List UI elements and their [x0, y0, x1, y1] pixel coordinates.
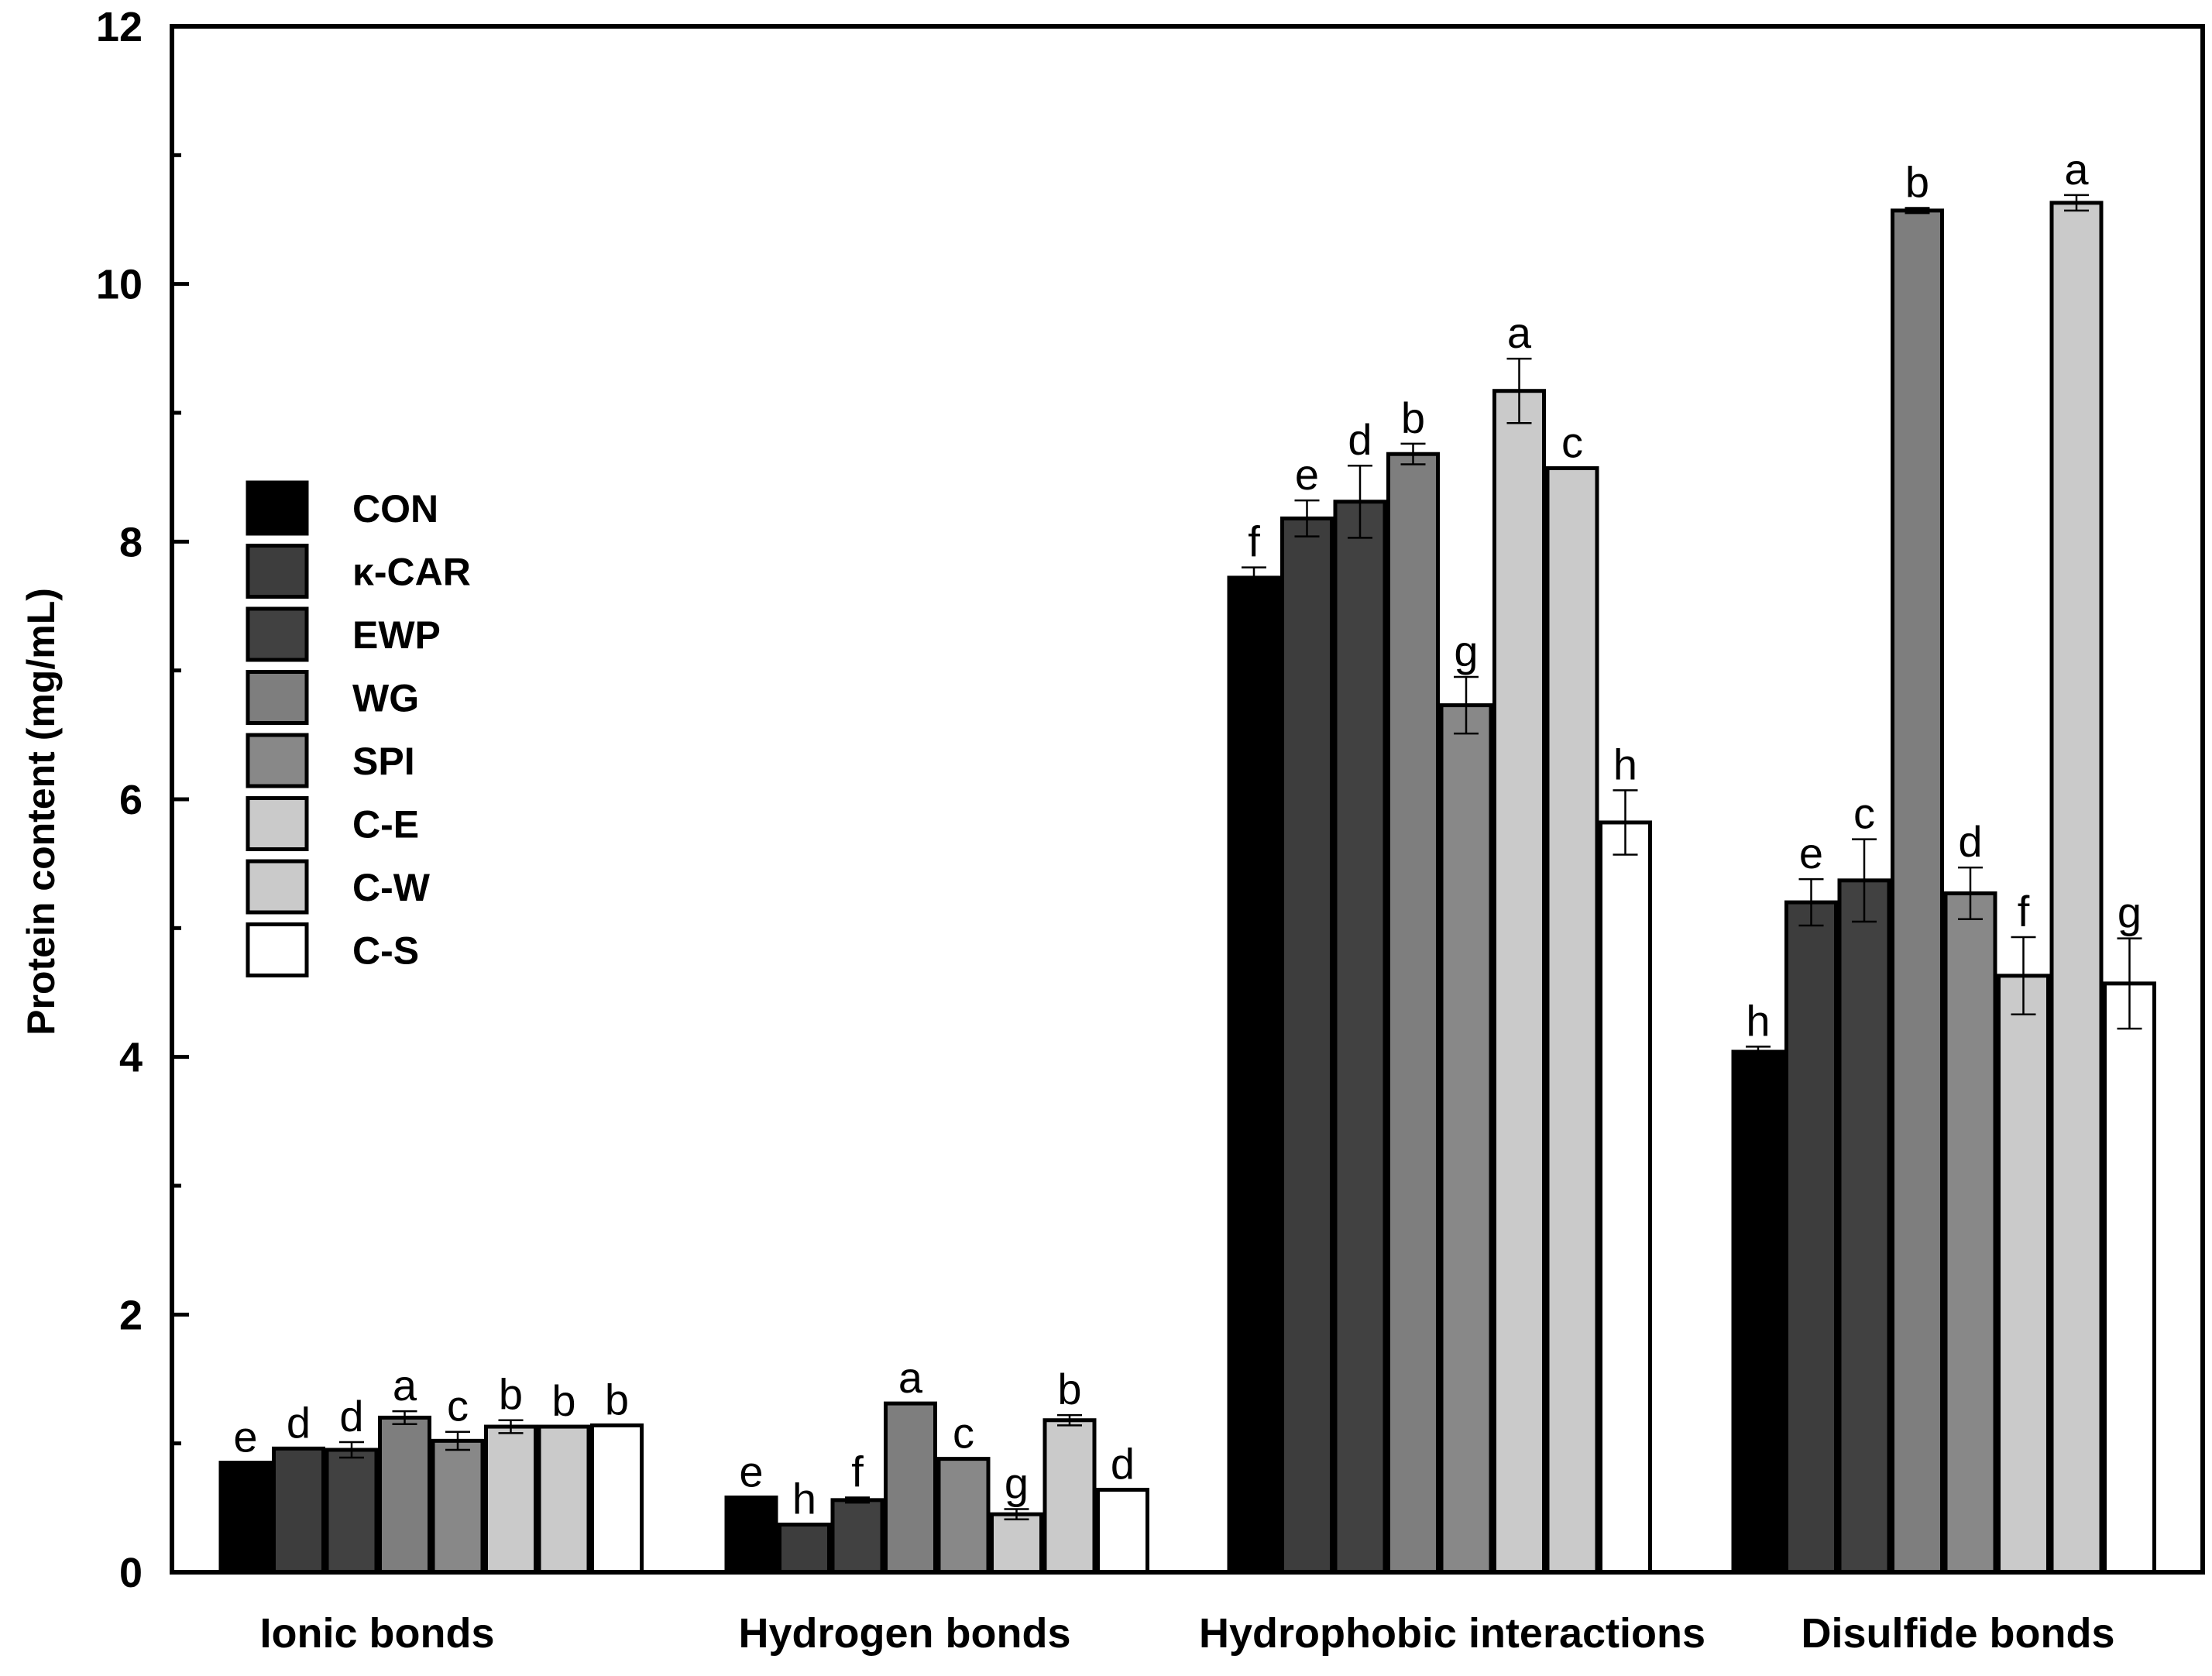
significance-letter: a — [393, 1361, 417, 1410]
bar — [1545, 466, 1599, 1575]
bar — [1333, 500, 1387, 1575]
bar — [1280, 516, 1334, 1575]
y-tick-label: 8 — [119, 519, 143, 565]
bar — [1837, 878, 1891, 1575]
y-tick-label: 4 — [119, 1035, 143, 1081]
significance-letter: f — [1248, 517, 1260, 566]
significance-letter: c — [953, 1409, 974, 1458]
significance-letter: b — [605, 1375, 629, 1424]
significance-letter: d — [339, 1392, 363, 1441]
bar — [1227, 575, 1281, 1575]
significance-letter: g — [1454, 627, 1478, 675]
significance-letter: d — [1111, 1440, 1135, 1489]
significance-letter: b — [1905, 158, 1929, 207]
legend-swatch — [246, 796, 309, 851]
x-category-label: Hydrogen bonds — [739, 1610, 1071, 1657]
significance-letter: a — [2064, 145, 2089, 194]
x-category-label: Hydrophobic interactions — [1199, 1610, 1705, 1657]
y-tick-label: 12 — [96, 4, 143, 50]
x-category-label: Ionic bonds — [260, 1610, 495, 1657]
bar — [218, 1461, 273, 1575]
bar — [936, 1457, 991, 1575]
significance-letter: e — [1295, 450, 1319, 499]
significance-letter: e — [739, 1448, 763, 1496]
significance-letter: e — [233, 1413, 257, 1461]
legend-swatch — [246, 606, 309, 662]
significance-letter: d — [287, 1398, 311, 1447]
legend: CON κ-CAR EWP WG SPI C-E C-W C-S — [246, 480, 471, 977]
significance-letter: b — [551, 1376, 575, 1425]
legend-label: C-W — [352, 866, 431, 909]
legend-swatch — [246, 922, 309, 977]
legend-swatch — [246, 480, 309, 536]
significance-letter: c — [1853, 789, 1875, 838]
bar — [1386, 452, 1440, 1575]
y-tick-label: 2 — [119, 1292, 143, 1338]
bar — [830, 1498, 884, 1575]
legend-swatch — [246, 670, 309, 725]
bar — [1492, 389, 1546, 1575]
significance-letter: d — [1958, 817, 1982, 866]
legend-swatch — [246, 859, 309, 915]
significance-letter: b — [1401, 393, 1425, 442]
significance-letter: b — [499, 1370, 523, 1419]
significance-letter: d — [1348, 415, 1372, 464]
bar — [484, 1424, 538, 1575]
y-tick-label: 0 — [119, 1550, 143, 1596]
bar — [1997, 974, 2050, 1575]
bar — [1731, 1049, 1785, 1575]
significance-letter: a — [898, 1353, 923, 1402]
bar — [724, 1496, 778, 1575]
significance-letter: f — [851, 1448, 864, 1496]
bar — [884, 1401, 937, 1575]
bar — [590, 1423, 644, 1575]
legend-label: CON — [352, 487, 438, 531]
bar — [1943, 891, 1997, 1575]
y-axis-label: Protein content (mg/mL) — [19, 588, 63, 1035]
significance-letter: a — [1507, 308, 1532, 357]
significance-letter: g — [2118, 888, 2142, 937]
legend-swatch — [246, 544, 309, 599]
significance-letter: h — [1746, 996, 1770, 1045]
legend-label: WG — [352, 677, 419, 720]
significance-letter: f — [2018, 887, 2030, 936]
bar — [2049, 201, 2104, 1575]
bar — [2103, 981, 2156, 1575]
bar — [325, 1448, 379, 1575]
significance-letter: h — [1613, 740, 1637, 788]
bar — [431, 1438, 485, 1575]
bar — [1891, 208, 1944, 1575]
bar — [1096, 1488, 1149, 1575]
legend-swatch — [246, 733, 309, 788]
bar — [1439, 703, 1493, 1575]
legend-label: C-S — [352, 929, 419, 973]
significance-letter: c — [447, 1382, 469, 1430]
bar — [1599, 820, 1652, 1575]
significance-letter: e — [1799, 829, 1823, 877]
bar — [1784, 900, 1838, 1575]
legend-label: EWP — [352, 613, 441, 657]
bar — [378, 1415, 431, 1575]
axis-layer: 0 2 4 6 8 10 12 Ionic bonds Hydrogen bonds Hydrop… — [96, 4, 2205, 1657]
bar — [990, 1512, 1043, 1575]
bar — [778, 1522, 831, 1575]
bar — [1042, 1418, 1097, 1575]
y-tick-label: 10 — [96, 262, 143, 308]
significance-letter: b — [1057, 1365, 1081, 1413]
significance-letter: c — [1561, 418, 1583, 467]
legend-label: κ-CAR — [352, 551, 471, 594]
bar — [537, 1424, 591, 1575]
legend-label: SPI — [352, 740, 415, 783]
significance-letter: g — [1005, 1458, 1029, 1507]
x-category-label: Disulfide bonds — [1802, 1610, 2115, 1657]
bar — [272, 1446, 325, 1575]
significance-letter: h — [792, 1474, 816, 1523]
y-tick-label: 6 — [119, 777, 143, 823]
legend-label: C-E — [352, 803, 419, 847]
